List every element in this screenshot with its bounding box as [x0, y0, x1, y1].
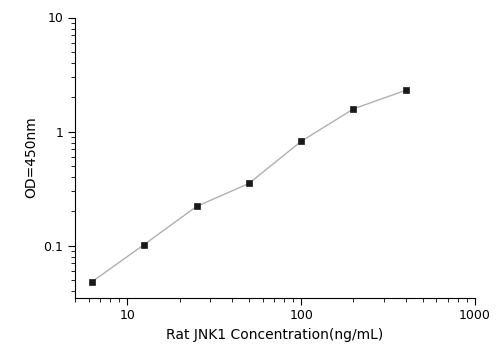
Y-axis label: OD=450nm: OD=450nm — [24, 117, 38, 198]
X-axis label: Rat JNK1 Concentration(ng/mL): Rat JNK1 Concentration(ng/mL) — [166, 328, 384, 342]
